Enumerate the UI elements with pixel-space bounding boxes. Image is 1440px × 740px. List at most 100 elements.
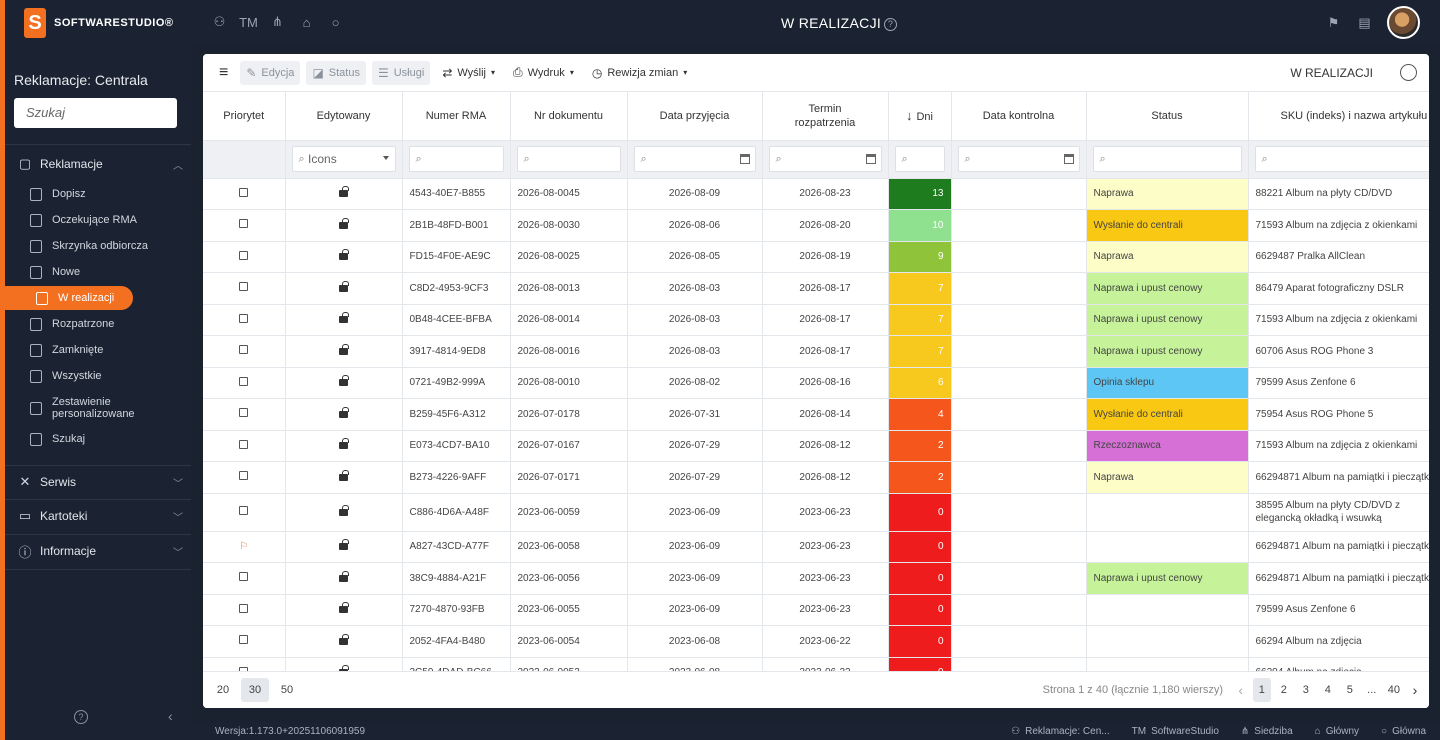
table-row[interactable]: 7270-4870-93FB 2023-06-0055 2023-06-09 2023… xyxy=(203,594,1429,626)
table-row[interactable]: 3917-4814-9ED8 2026-08-0016 2026-08-03 2026… xyxy=(203,335,1429,368)
priority-checkbox[interactable] xyxy=(239,250,249,260)
col-data-kontrolna[interactable]: Data kontrolna xyxy=(951,92,1087,141)
priority-checkbox[interactable] xyxy=(239,187,249,197)
table-row[interactable]: 0B48-4CEE-BFBA 2026-08-0014 2026-08-03 2026… xyxy=(203,304,1429,336)
table-row[interactable]: C8D2-4953-9CF3 2026-08-0013 2026-08-03 2026… xyxy=(203,272,1429,305)
col-nr-dokumentu[interactable]: Nr dokumentu xyxy=(510,92,628,141)
page-size-20[interactable]: 20 xyxy=(216,684,230,696)
warehouse-icon[interactable]: ⌂ xyxy=(302,14,311,30)
circle-icon[interactable]: ○ xyxy=(331,14,340,30)
calendar-icon[interactable] xyxy=(739,154,750,164)
priority-checkbox[interactable] xyxy=(239,313,249,323)
nav-item-skrzynka[interactable]: Skrzynka odbiorcza xyxy=(30,234,148,258)
prev-page-icon[interactable]: ‹ xyxy=(1238,682,1244,698)
hierarchy-icon[interactable]: ⋔ xyxy=(272,14,283,29)
next-page-icon[interactable]: › xyxy=(1412,682,1418,698)
priority-checkbox[interactable] xyxy=(239,345,249,355)
table-row[interactable]: E073-4CD7-BA10 2026-07-0167 2026-07-29 2026… xyxy=(203,430,1429,462)
page-last[interactable]: 40 xyxy=(1387,684,1400,696)
priority-checkbox[interactable] xyxy=(239,376,249,386)
nav-item-dopisz[interactable]: Dopisz xyxy=(30,182,86,206)
nav-item-zamkniete[interactable]: Zamknięte xyxy=(30,338,103,362)
status-warehouse[interactable]: ⌂ Główny xyxy=(1315,726,1359,737)
priority-checkbox[interactable] xyxy=(239,635,249,645)
table-row[interactable]: C886-4D6A-A48F 2023-06-0059 2023-06-09 2023… xyxy=(203,493,1429,532)
table-row[interactable]: B273-4226-9AFF 2026-07-0171 2026-07-29 2026… xyxy=(203,461,1429,494)
nav-item-wszystkie[interactable]: Wszystkie xyxy=(30,364,102,388)
users-icon[interactable]: ⚇ xyxy=(213,14,226,29)
table-row[interactable]: B259-45F6-A312 2026-07-0178 2026-07-31 2026… xyxy=(203,398,1429,431)
table-row[interactable]: 2B1B-48FD-B001 2026-08-0030 2026-08-06 2026… xyxy=(203,209,1429,242)
sku-filter-input[interactable]: ⌕ xyxy=(1254,146,1429,172)
col-dni[interactable]: ↓ Dni xyxy=(888,92,952,141)
contact-card-icon[interactable]: ▤ xyxy=(1358,14,1371,30)
edit-button[interactable]: ✎ Edycja xyxy=(240,60,301,85)
days-filter-input[interactable]: ⌕ xyxy=(894,146,945,172)
page-1[interactable]: 1 xyxy=(1252,678,1271,702)
services-button[interactable]: ☰ Usługi xyxy=(371,60,431,85)
table-row[interactable]: 2052-4FA4-B480 2023-06-0054 2023-06-08 2023… xyxy=(203,625,1429,658)
priority-checkbox[interactable] xyxy=(239,506,249,515)
revision-button[interactable]: ◷ Rewizja zmian ▾ xyxy=(586,61,693,85)
nav-item-w-realizacji[interactable]: W realizacji xyxy=(5,286,133,310)
priority-checkbox[interactable] xyxy=(239,471,249,481)
col-status[interactable]: Status xyxy=(1086,92,1249,141)
nav-group-reklamacje[interactable]: ▢ Reklamacje ︿ xyxy=(5,149,191,179)
priority-checkbox[interactable] xyxy=(239,572,249,582)
page-5[interactable]: 5 xyxy=(1346,684,1353,696)
nav-item-nowe[interactable]: Nowe xyxy=(30,260,80,284)
page-2[interactable]: 2 xyxy=(1280,684,1287,696)
status-department[interactable]: ⚇ Reklamacje: Cen... xyxy=(1011,726,1109,737)
priority-checkbox[interactable] xyxy=(239,219,249,229)
page-4[interactable]: 4 xyxy=(1324,684,1331,696)
menu-button[interactable]: ≡ xyxy=(213,61,234,85)
priority-checkbox[interactable] xyxy=(239,282,249,292)
priority-checkbox[interactable] xyxy=(239,439,249,449)
col-termin[interactable]: Termin rozpatrzenia xyxy=(762,92,889,141)
col-edytowany[interactable]: Edytowany xyxy=(285,92,403,141)
palette-icon[interactable] xyxy=(1400,64,1417,81)
collapse-sidebar-icon[interactable]: ‹ xyxy=(168,708,173,724)
table-row[interactable]: ⚐ A827-43CD-A77F 2023-06-0058 2023-06-09 202… xyxy=(203,531,1429,563)
nav-item-rozpatrzone[interactable]: Rozpatrzone xyxy=(30,312,114,336)
icons-filter-select[interactable]: ⌕ Icons xyxy=(291,146,396,172)
logo[interactable]: S SOFTWARESTUDIO® xyxy=(24,8,174,38)
help-icon[interactable]: ? xyxy=(74,710,88,724)
page-size-30[interactable]: 30 xyxy=(241,678,269,702)
calendar-icon[interactable] xyxy=(1063,154,1074,164)
control-date-filter-input[interactable]: ⌕ xyxy=(957,146,1080,172)
sidebar-search-input[interactable]: Szukaj xyxy=(14,98,177,128)
rma-filter-input[interactable]: ⌕ xyxy=(408,146,504,172)
doc-filter-input[interactable]: ⌕ xyxy=(516,146,621,172)
table-row[interactable]: 38C9-4884-A21F 2023-06-0056 2023-06-09 2023… xyxy=(203,562,1429,595)
nav-group-serwis[interactable]: ✕ Serwis ﹀ xyxy=(5,467,191,497)
status-headquarters[interactable]: ⋔ Siedziba xyxy=(1241,726,1293,737)
col-data-przyjecia[interactable]: Data przyjęcia xyxy=(627,92,763,141)
status-filter-input[interactable]: ⌕ xyxy=(1092,146,1242,172)
calendar-icon[interactable] xyxy=(865,154,876,164)
priority-checkbox[interactable] xyxy=(239,603,249,613)
status-company[interactable]: TM SoftwareStudio xyxy=(1132,726,1219,737)
deadline-filter-input[interactable]: ⌕ xyxy=(768,146,882,172)
page-size-50[interactable]: 50 xyxy=(280,684,294,696)
col-numer-rma[interactable]: Numer RMA xyxy=(402,92,511,141)
table-row[interactable]: 4543-40E7-B855 2026-08-0045 2026-08-09 2026… xyxy=(203,178,1429,210)
nav-group-kartoteki[interactable]: ▭ Kartoteki ﹀ xyxy=(5,501,191,531)
table-row[interactable]: FD15-4F0E-AE9C 2026-08-0025 2026-08-05 2026… xyxy=(203,241,1429,273)
table-row[interactable]: 0721-49B2-999A 2026-08-0010 2026-08-02 2026… xyxy=(203,367,1429,399)
priority-checkbox[interactable] xyxy=(239,408,249,418)
date-filter-input[interactable]: ⌕ xyxy=(633,146,756,172)
nav-group-informacje[interactable]: ⓘ Informacje ﹀ xyxy=(5,536,191,566)
send-button[interactable]: ⇄ Wyślij ▾ xyxy=(436,61,501,85)
priority-flag-icon[interactable]: ⚐ xyxy=(239,541,249,553)
nav-item-oczekujace[interactable]: Oczekujące RMA xyxy=(30,208,137,232)
col-sku[interactable]: SKU (indeks) i nazwa artykułu xyxy=(1248,92,1429,141)
flag-icon[interactable]: ⚑ xyxy=(1327,14,1340,30)
print-button[interactable]: ⎙ Wydruk ▾ xyxy=(507,61,580,85)
help-icon[interactable]: ? xyxy=(884,17,898,31)
page-3[interactable]: 3 xyxy=(1302,684,1309,696)
avatar[interactable] xyxy=(1387,6,1420,39)
nav-item-zestawienie[interactable]: Zestawienie personalizowane xyxy=(30,394,170,422)
tm-icon[interactable]: TM xyxy=(239,14,258,30)
nav-item-szukaj[interactable]: Szukaj xyxy=(30,427,85,451)
